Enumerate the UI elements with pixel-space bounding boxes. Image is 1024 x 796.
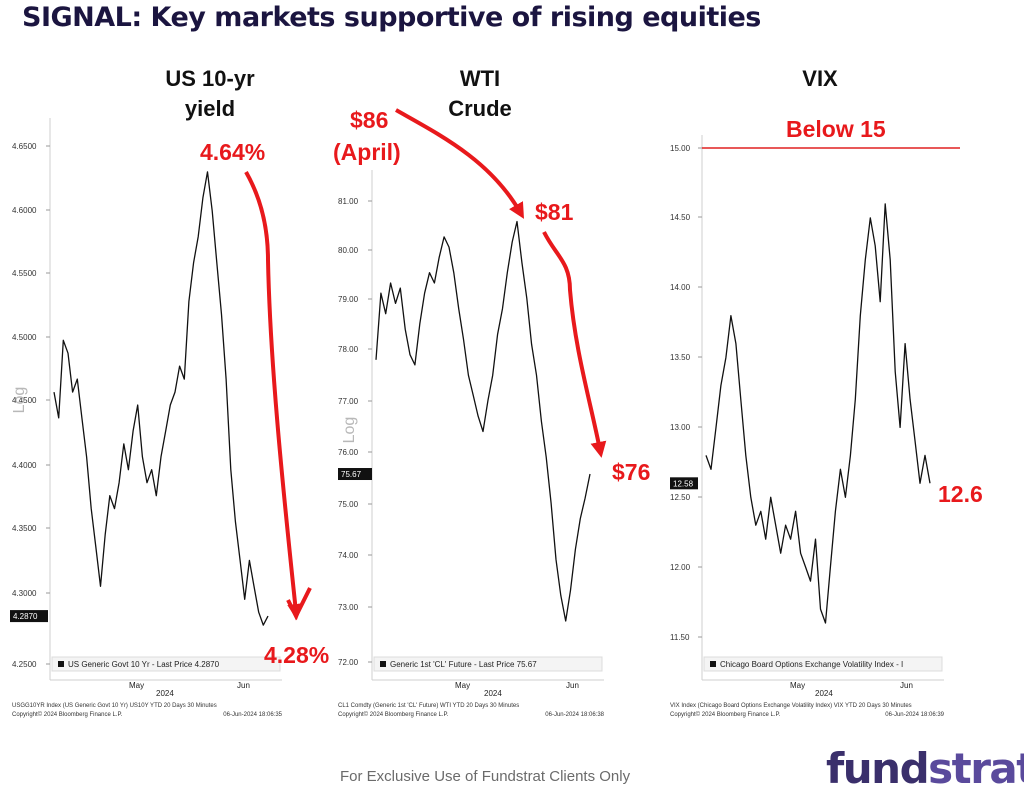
y-tick-label: 74.00	[338, 551, 359, 560]
y-tick-label: 72.00	[338, 658, 359, 667]
x-year-label: 2024	[484, 689, 502, 698]
annotation-crude-mid: $81	[535, 199, 574, 225]
logo-tail: strat	[928, 744, 1024, 793]
y-tick-label: 4.2500	[12, 660, 37, 669]
y-tick-label: 4.5000	[12, 333, 37, 342]
x-year-label: 2024	[156, 689, 174, 698]
logo-main: fund	[826, 744, 930, 793]
x-tick-label: Jun	[237, 681, 250, 690]
x-tick-label: May	[455, 681, 470, 690]
y-tick-label: 14.50	[670, 213, 691, 222]
y-tick-label: 4.3500	[12, 524, 37, 533]
last-price-label: 12.58	[673, 479, 694, 488]
legend-box	[51, 656, 281, 672]
y-tick-label: 77.00	[338, 397, 359, 406]
source-line: VIX Index (Chicago Board Options Exchang…	[670, 703, 912, 709]
timestamp-label: 06-Jun-2024 18:06:38	[545, 712, 604, 718]
footer-disclaimer: For Exclusive Use of Fundstrat Clients O…	[340, 768, 631, 785]
y-tick-label: 12.00	[670, 563, 691, 572]
y-tick-label: 4.5500	[12, 269, 37, 278]
last-price-tag	[338, 468, 372, 481]
copyright-line: Copyright© 2024 Bloomberg Finance L.P.	[12, 711, 123, 718]
legend-label: Chicago Board Options Exchange Volatilit…	[720, 660, 903, 669]
series-line	[705, 203, 931, 624]
y-axis-label: Log	[11, 387, 28, 414]
legend-box	[373, 656, 603, 672]
panel-title-yield-line2: yield	[184, 96, 236, 121]
annotations-layer: 4.64% 4.28% $86 (April) $81 $76 Below 15 12.6	[200, 107, 983, 668]
y-tick-label: 13.50	[670, 353, 691, 362]
series-line	[53, 171, 269, 626]
legend-swatch	[58, 661, 64, 667]
y-tick-label: 15.00	[670, 144, 691, 153]
last-price-label: 75.67	[341, 470, 362, 479]
legend-box	[703, 656, 943, 672]
page-title: SIGNAL: Key markets supportive of rising…	[22, 2, 761, 33]
y-axis-label: Log	[341, 417, 358, 444]
series-line	[375, 220, 591, 622]
y-tick-label: 4.4000	[12, 461, 37, 470]
annotation-crude-start-date: (April)	[333, 139, 401, 165]
x-tick-label: Jun	[900, 681, 913, 690]
y-tick-label: 4.4500	[12, 396, 37, 405]
chart-panel-crude: 81.00 80.00 79.00 78.00 77.00 76.00 75.00 74.00…	[338, 170, 605, 718]
y-tick-label: 76.00	[338, 448, 359, 457]
x-tick-label: Jun	[566, 681, 579, 690]
last-price-tag	[670, 477, 698, 490]
fundstrat-logo: fundstrat	[826, 744, 1024, 793]
copyright-line: Copyright© 2024 Bloomberg Finance L.P.	[338, 711, 449, 718]
panel-title-vix-line1: VIX	[802, 66, 838, 91]
arrow-yield	[244, 171, 304, 620]
source-line: CL1 Comdty (Generic 1st 'CL' Future) WTI…	[338, 703, 519, 709]
x-year-label: 2024	[815, 689, 833, 698]
legend-label: US Generic Govt 10 Yr - Last Price 4.287…	[68, 660, 220, 669]
x-tick-label: May	[790, 681, 805, 690]
chart-panel-vix: 15.00 14.50 14.00 13.50 13.00 12.50 12.00 11.50…	[670, 135, 960, 718]
y-tick-label: 13.00	[670, 423, 691, 432]
legend-label: Generic 1st 'CL' Future - Last Price 75.…	[390, 660, 537, 669]
y-tick-label: 4.6500	[12, 142, 37, 151]
timestamp-label: 06-Jun-2024 18:06:39	[885, 712, 944, 718]
panel-title-vix: VIX	[740, 64, 900, 94]
panel-title-crude-line2: Crude	[448, 96, 512, 121]
timestamp-label: 06-Jun-2024 18:06:35	[223, 712, 282, 718]
last-price-label: 4.2870	[13, 612, 38, 621]
legend-swatch	[380, 661, 386, 667]
annotation-crude-start: $86	[350, 107, 388, 133]
copyright-line: Copyright© 2024 Bloomberg Finance L.P.	[670, 711, 781, 718]
y-tick-label: 73.00	[338, 603, 359, 612]
annotation-yield-low: 4.28%	[264, 642, 329, 668]
y-tick-label: 11.50	[670, 633, 690, 642]
y-tick-label: 78.00	[338, 345, 359, 354]
arrow-crude-2	[542, 231, 607, 458]
chart-panel-yield: 4.6500 4.6000 4.5500 4.5000 4.4500 4.4000 4.35…	[10, 118, 283, 718]
y-tick-label: 80.00	[338, 246, 359, 255]
y-tick-label: 81.00	[338, 197, 359, 206]
y-tick-label: 12.50	[670, 493, 691, 502]
arrow-crude-1	[395, 108, 525, 219]
panel-title-crude: WTI Crude	[400, 64, 560, 124]
y-tick-label: 75.00	[338, 500, 359, 509]
y-tick-label: 4.3000	[12, 589, 37, 598]
y-tick-label: 14.00	[670, 283, 691, 292]
y-tick-label: 79.00	[338, 295, 359, 304]
panel-title-crude-line1: WTI	[459, 66, 501, 91]
arrow-yield-head	[286, 587, 312, 621]
annotation-vix-threshold: Below 15	[786, 116, 886, 142]
annotation-vix-end: 12.6	[938, 481, 983, 507]
legend-swatch	[710, 661, 716, 667]
x-tick-label: May	[129, 681, 144, 690]
annotation-yield-high: 4.64%	[200, 139, 265, 165]
last-price-tag	[10, 610, 48, 623]
y-tick-label: 4.6000	[12, 206, 37, 215]
panel-title-yield: US 10-yr yield	[130, 64, 290, 124]
source-line: USGG10YR Index (US Generic Govt 10 Yr) U…	[12, 703, 217, 709]
panel-title-yield-line1: US 10-yr	[165, 66, 255, 91]
annotation-crude-end: $76	[612, 459, 650, 485]
